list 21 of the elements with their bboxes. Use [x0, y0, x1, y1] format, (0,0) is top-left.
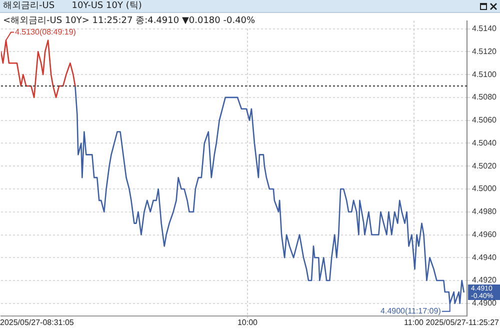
x-tick-label: 10:00 [237, 318, 258, 328]
annotation: 4.5130(08:49:19) [14, 27, 76, 36]
y-tick-label: 4.4980 [472, 207, 498, 216]
y-tick-label: 4.5060 [472, 116, 498, 125]
y-tick-label: 4.5140 [472, 24, 498, 34]
text: 2025/05/27-11:25:27 [426, 318, 500, 328]
y-tick-label: 4.4960 [472, 230, 498, 239]
y-tick-label: 4.4900 [472, 298, 498, 308]
y-tick-label: 4.5100 [472, 70, 498, 79]
chart-title: 해외금리-US 10Y-US 10Y (틱) [0, 0, 500, 13]
y-tick-label: 4.5000 [472, 184, 498, 194]
y-tick-label: 4.5040 [472, 138, 498, 148]
text: 2025/05/27-08:31:05 [0, 318, 74, 328]
y-tick-label: 4.5020 [472, 161, 498, 170]
x-tick-label: 11:00 [404, 318, 424, 328]
chart-subtitle: <해외금리-US 10Y> 11:25:27 종:4.4910 ▼0.0180 -0.40% [3, 14, 256, 27]
y-tick-label: 4.4940 [472, 252, 498, 262]
y-tick-label: 4.4920 [472, 276, 498, 285]
annotation: 4.4900(11:17:09) [380, 306, 442, 316]
y-tick-label: 4.5120 [472, 46, 498, 56]
y-tick-label: 4.5080 [472, 92, 498, 102]
